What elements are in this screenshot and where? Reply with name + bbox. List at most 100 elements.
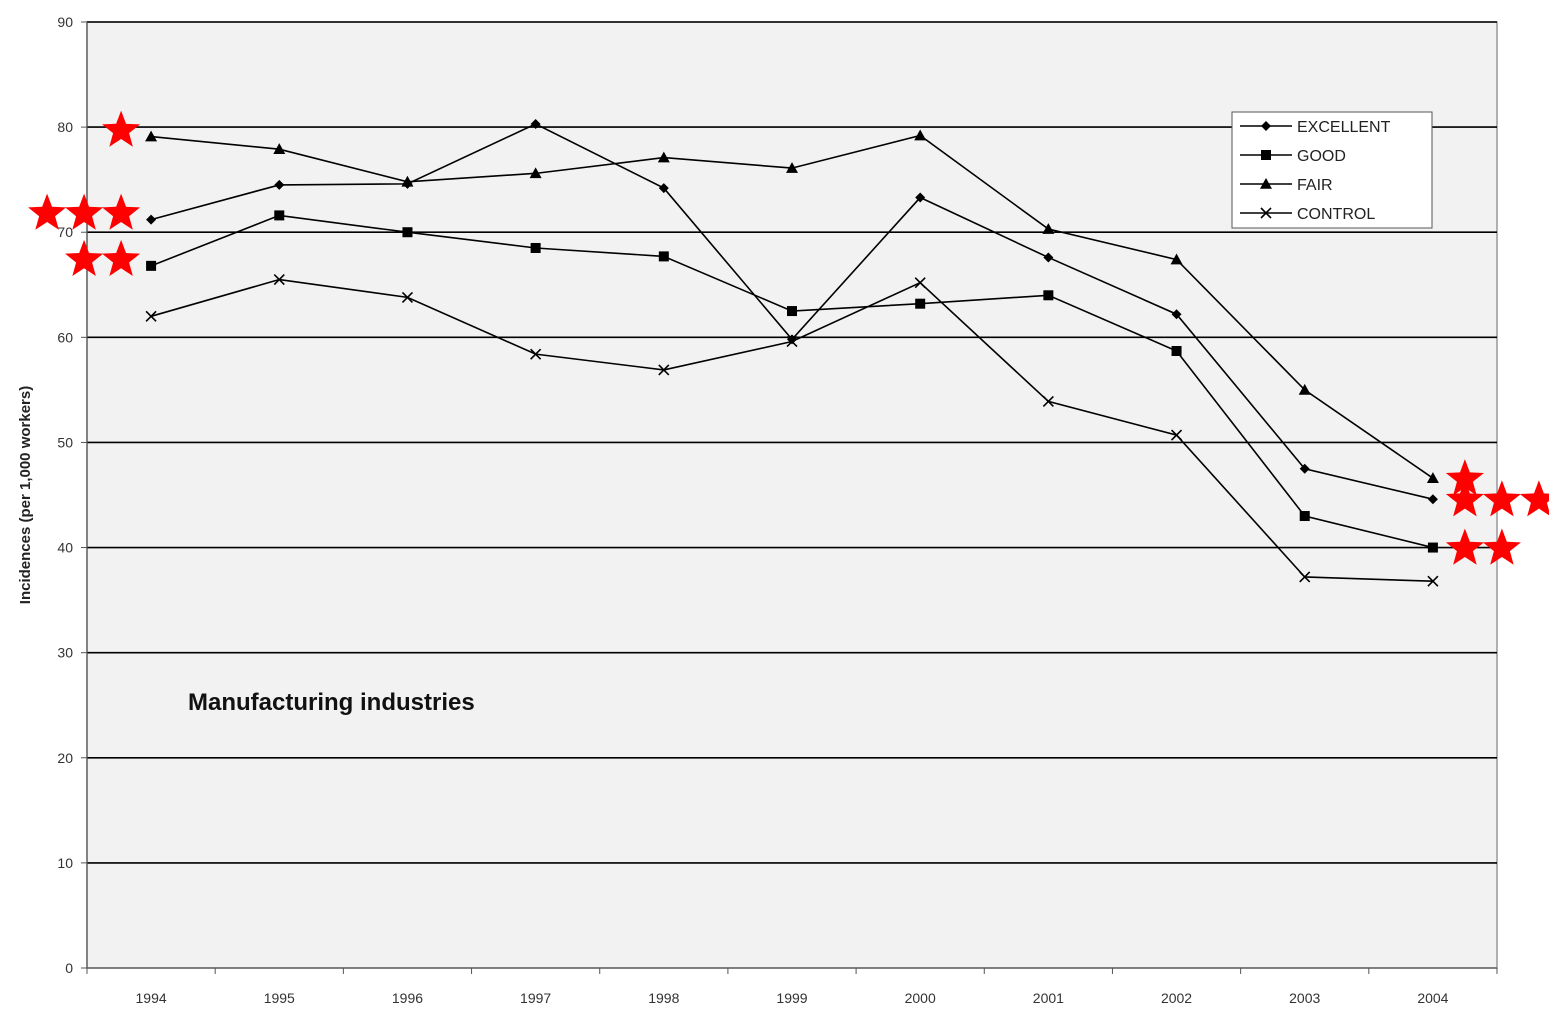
legend-marker-fair [1260, 178, 1272, 189]
point-good-1999 [787, 306, 797, 317]
point-fair-2000 [914, 129, 927, 141]
point-control-1997-stroke-b [530, 348, 542, 360]
legend-label-good: GOOD [1297, 148, 1346, 165]
x-tick-label-1995: 1995 [264, 990, 295, 1006]
point-control-1994-stroke-b [145, 310, 157, 322]
point-fair-1999 [786, 162, 798, 173]
point-excellent-2003 [1299, 463, 1310, 474]
y-tick-label-50: 50 [57, 434, 73, 450]
point-control-2003 [1299, 571, 1311, 583]
point-good-1994 [146, 260, 157, 271]
x-tick-label-1996: 1996 [392, 990, 423, 1006]
point-fair-2004 [1426, 472, 1439, 483]
point-good-2001 [1043, 290, 1054, 301]
x-tick-label-2001: 2001 [1033, 990, 1064, 1006]
rating-star-right-fair [1445, 459, 1484, 496]
y-tick-label-0: 0 [65, 960, 73, 976]
y-tick-label-20: 20 [57, 750, 73, 766]
rating-stars [28, 110, 1549, 565]
legend-marker-control [1260, 207, 1272, 219]
point-good-2002 [1171, 345, 1182, 356]
point-excellent-2000 [915, 192, 926, 203]
legend-label-fair: FAIR [1297, 177, 1333, 194]
point-fair-1994 [145, 130, 158, 142]
point-control-1998-stroke-b [658, 364, 670, 376]
point-control-1996 [401, 291, 414, 303]
point-control-1995 [273, 273, 285, 286]
x-tick-label-1999: 1999 [776, 990, 807, 1006]
point-fair-2001 [1042, 223, 1055, 234]
rating-star-left-excellent [65, 193, 104, 230]
rating-star-left-excellent [28, 193, 67, 230]
point-control-1999-stroke-b [786, 335, 798, 348]
point-excellent-1998 [658, 183, 669, 194]
x-tick-label-1998: 1998 [648, 990, 679, 1006]
series [145, 118, 1439, 587]
point-fair-1996 [401, 175, 414, 187]
point-control-1996-stroke-b [401, 291, 414, 303]
point-control-2000 [914, 277, 926, 289]
point-control-1997 [530, 348, 542, 360]
point-excellent-2002 [1171, 309, 1182, 320]
point-excellent-2004 [1427, 494, 1438, 505]
y-tick-label-60: 60 [57, 329, 73, 345]
point-good-2000 [915, 298, 926, 309]
point-fair-1998 [657, 151, 670, 163]
point-control-1995-stroke-b [273, 273, 285, 286]
point-fair-1997 [529, 167, 542, 179]
point-good-1995 [274, 210, 285, 221]
point-control-2002-stroke-b [1170, 429, 1183, 441]
rating-star-right-good [1482, 528, 1521, 565]
x-tick-label-2000: 2000 [905, 990, 936, 1006]
point-excellent-2001 [1043, 252, 1054, 263]
point-control-2004-stroke-b [1427, 575, 1439, 587]
point-fair-2002 [1170, 253, 1183, 265]
rating-star-right-excellent [1445, 480, 1484, 517]
chart-annotation: Manufacturing industries [188, 689, 475, 716]
point-excellent-1995 [274, 179, 285, 190]
point-fair-1995 [273, 143, 286, 154]
legend-label-excellent: EXCELLENT [1297, 119, 1391, 136]
rating-star-right-good [1445, 528, 1484, 565]
point-control-2004 [1427, 575, 1439, 587]
rating-star-right-excellent [1519, 480, 1549, 517]
point-fair-2003 [1298, 383, 1311, 395]
point-good-2003 [1299, 511, 1310, 522]
point-good-1998 [658, 251, 669, 262]
legend-marker-good [1261, 150, 1271, 160]
y-tick-label-30: 30 [57, 645, 73, 661]
y-tick-label-90: 90 [57, 14, 73, 30]
point-good-2004 [1427, 542, 1438, 553]
y-tick-label-40: 40 [57, 540, 73, 556]
point-excellent-1997 [530, 118, 541, 129]
y-tick-label-70: 70 [57, 224, 73, 240]
legend-box [1231, 111, 1433, 229]
legend: EXCELLENT GOOD FAIR CONTROL [1231, 111, 1433, 229]
legend-marker-control-stroke-b [1260, 207, 1272, 219]
x-tick-label-2004: 2004 [1417, 990, 1448, 1006]
x-tick-label-1997: 1997 [520, 990, 551, 1006]
point-control-2001-stroke-b [1042, 395, 1054, 408]
point-control-2000-stroke-b [914, 277, 926, 289]
point-control-2001 [1042, 395, 1054, 408]
rating-star-left-excellent [102, 193, 141, 230]
rating-star-left-fair [102, 110, 141, 147]
x-tick-label-2003: 2003 [1289, 990, 1320, 1006]
point-control-1998 [658, 364, 670, 376]
rating-star-right-excellent [1482, 480, 1521, 517]
rating-star-left-good [102, 239, 141, 277]
point-control-2003-stroke-b [1299, 571, 1311, 583]
point-control-1994 [145, 310, 157, 322]
legend-marker-excellent [1261, 121, 1271, 131]
y-axis-title: Incidences (per 1,000 workers) [17, 386, 34, 604]
point-good-1996 [402, 227, 413, 238]
x-tick-label-2002: 2002 [1161, 990, 1192, 1006]
rating-star-left-good [65, 239, 104, 277]
point-excellent-1994 [146, 214, 157, 225]
y-tick-label-10: 10 [57, 855, 73, 871]
point-good-1997 [530, 242, 541, 253]
x-tick-label-1994: 1994 [136, 990, 167, 1006]
point-control-2002 [1170, 429, 1183, 441]
